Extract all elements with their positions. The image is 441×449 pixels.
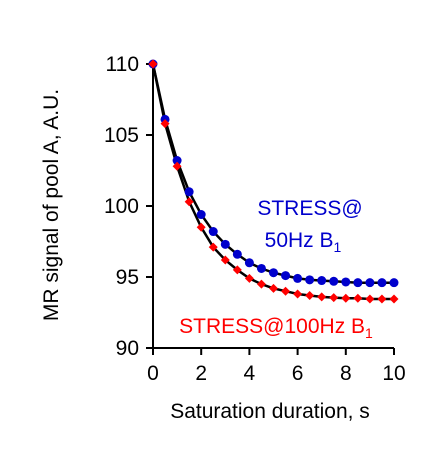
- series-2-point: [148, 59, 158, 69]
- x-tick-label: 10: [382, 362, 405, 385]
- series-2-point: [377, 294, 387, 304]
- annotation-100hz-text: STRESS@100Hz B: [179, 315, 365, 338]
- series-2-point: [184, 197, 194, 207]
- series-2-point: [329, 293, 339, 303]
- series-1-point: [196, 210, 206, 220]
- series-1-point: [281, 271, 291, 281]
- series-2-point: [208, 242, 218, 252]
- annotation-50hz-line2: 50Hz B1: [265, 229, 342, 255]
- series-2-point: [305, 290, 315, 300]
- y-tick-label: 90: [116, 337, 139, 360]
- annotation-50hz-line1: STRESS@: [257, 197, 362, 220]
- x-tick-label: 0: [147, 362, 159, 385]
- series-lines: [151, 63, 394, 301]
- series-2-line: [151, 63, 394, 301]
- series-2-point: [341, 293, 351, 303]
- series-1-point: [208, 227, 218, 237]
- series-2-point: [365, 294, 375, 304]
- series-1-point: [172, 156, 182, 166]
- annotation-50hz-text: 50Hz B: [265, 229, 334, 252]
- series-1-point: [244, 258, 254, 268]
- series-1-point: [365, 278, 375, 288]
- series-1-point: [353, 278, 363, 288]
- x-tick-label: 4: [244, 362, 256, 385]
- series-2-point: [353, 293, 363, 303]
- series-2-point: [244, 273, 254, 283]
- series-2-point: [220, 255, 230, 265]
- series-1-point: [329, 276, 339, 286]
- x-tick-label: 8: [340, 362, 352, 385]
- series-2-point: [317, 292, 327, 302]
- series-2-point: [256, 279, 266, 289]
- y-tick-label: 100: [104, 195, 139, 218]
- series-1-point: [293, 273, 303, 283]
- series-2-point: [196, 222, 206, 232]
- y-axis-label: MR signal of pool A, A.U.: [40, 89, 63, 321]
- axes: 90 95 100 105 110 0 2 4 6 8 10: [104, 53, 406, 385]
- series-2-point: [281, 286, 291, 296]
- x-tick-label: 2: [195, 362, 207, 385]
- y-tick-label: 95: [116, 266, 139, 289]
- annotation-50hz-subscript: 1: [334, 239, 342, 255]
- series-1-point: [389, 278, 399, 288]
- series-2-point: [232, 265, 242, 275]
- series-2-point: [269, 283, 278, 293]
- series-1-point: [269, 268, 278, 278]
- series-1-point: [305, 275, 315, 285]
- annotation-100hz: STRESS@100Hz B1: [179, 315, 373, 341]
- x-tick-label: 6: [292, 362, 304, 385]
- series-2-point: [160, 119, 170, 129]
- series-1-point: [341, 277, 351, 287]
- y-tick-label: 110: [106, 53, 139, 76]
- x-axis-label: Saturation duration, s: [170, 400, 370, 423]
- series-1-point: [232, 249, 242, 259]
- series-1-point: [256, 263, 266, 273]
- y-tick-label: 105: [104, 124, 139, 147]
- series-1-point: [184, 187, 194, 197]
- series-1-point: [377, 278, 387, 288]
- series-2-point: [293, 289, 303, 299]
- series-2-point: [172, 161, 182, 171]
- annotation-100hz-subscript: 1: [365, 325, 373, 341]
- series-markers: [148, 59, 399, 304]
- series-1-point: [220, 239, 230, 249]
- series-1-point: [317, 276, 327, 286]
- series-2-point: [389, 294, 399, 304]
